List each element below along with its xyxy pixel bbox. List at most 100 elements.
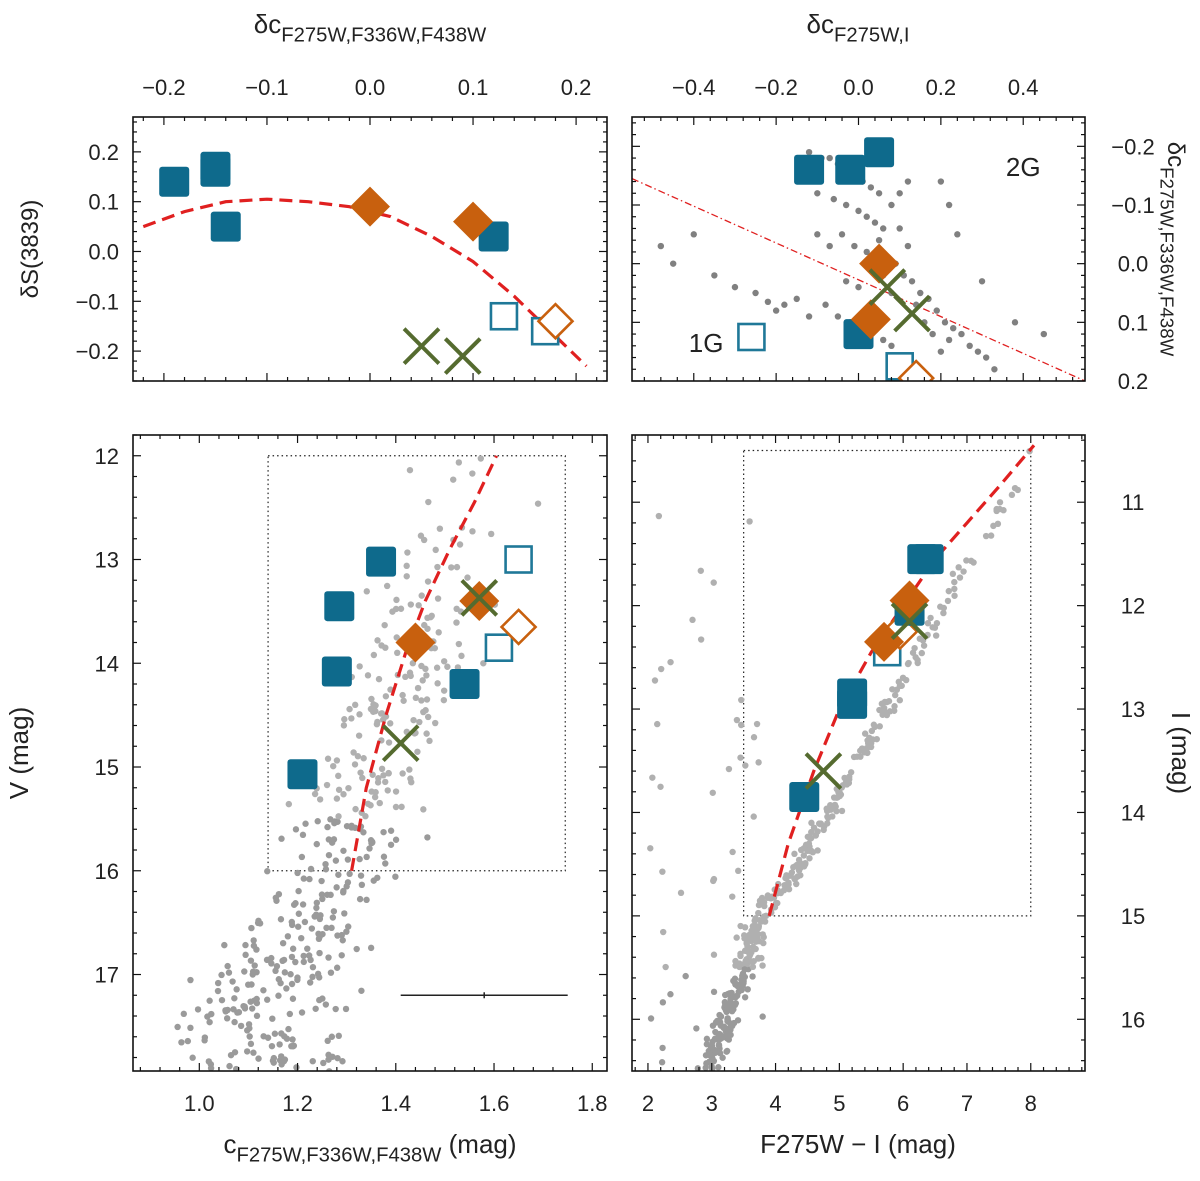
star-dot <box>324 823 331 831</box>
plot-frame <box>631 434 1086 1072</box>
x-tick-label: 0.0 <box>355 75 386 100</box>
star-dot <box>359 774 366 782</box>
star-dot <box>380 853 388 860</box>
star-dot <box>741 966 748 973</box>
star-dot <box>298 1009 306 1016</box>
star-dot <box>746 952 753 959</box>
star-dot <box>240 1002 247 1010</box>
star-dot <box>406 766 413 773</box>
star-dot <box>214 987 222 995</box>
filled-square-marker <box>159 166 190 197</box>
star-dot <box>295 887 302 895</box>
star-dot <box>275 976 283 983</box>
star-dot <box>764 892 772 899</box>
x-tick-label: 1.8 <box>577 1091 608 1116</box>
star-dot <box>335 772 342 780</box>
star-dot <box>400 697 407 704</box>
star-dot <box>469 470 476 477</box>
star-dot <box>324 891 331 898</box>
star-dot <box>723 1008 730 1016</box>
star-dot <box>206 1018 213 1026</box>
star-dot <box>264 996 271 1003</box>
star-dot <box>760 913 768 920</box>
star-dot <box>749 973 756 980</box>
star-dot <box>381 621 388 629</box>
star-dot <box>370 701 377 708</box>
star-dot <box>738 696 745 704</box>
star-dot <box>750 957 758 965</box>
star-dot <box>871 219 879 226</box>
star-dot <box>351 701 359 709</box>
star-dot <box>721 998 729 1006</box>
star-dot <box>406 669 414 676</box>
star-dot <box>187 976 194 984</box>
star-dot <box>880 225 887 232</box>
star-dot <box>893 686 901 693</box>
star-dot <box>393 596 400 604</box>
x-axis-title-top-sub: F275W,F336W,F438W <box>281 24 487 46</box>
star-dot <box>339 1058 346 1065</box>
filled-diamond-marker <box>453 201 494 242</box>
star-dot <box>231 1018 238 1026</box>
star-dot <box>873 735 880 743</box>
star-dot <box>649 774 656 781</box>
star-dot <box>807 848 815 855</box>
x-tick-label: 2 <box>642 1091 654 1116</box>
star-dot <box>344 856 352 863</box>
star-dot <box>937 603 944 610</box>
star-dot <box>697 636 705 643</box>
star-dot <box>278 1061 285 1068</box>
star-dot <box>214 979 222 987</box>
star-dot <box>759 931 766 938</box>
star-dot <box>904 242 912 250</box>
star-dot <box>414 748 421 755</box>
star-dot <box>380 828 387 836</box>
star-dot <box>647 1015 655 1022</box>
star-dot <box>385 770 392 777</box>
star-dot <box>689 616 696 624</box>
star-dot <box>806 855 813 862</box>
star-dot <box>278 1030 285 1037</box>
star-dot <box>875 190 883 197</box>
star-dot <box>945 587 952 595</box>
star-dot <box>682 972 689 980</box>
star-dot <box>275 890 283 898</box>
star-dot <box>659 868 666 875</box>
star-dot <box>241 968 248 975</box>
star-dot <box>990 522 997 530</box>
star-dot <box>387 720 394 727</box>
star-dot <box>842 278 850 285</box>
star-dot <box>647 845 654 852</box>
x-tick-label: 8 <box>1025 1091 1037 1116</box>
star-dot <box>748 929 756 936</box>
star-dot <box>285 1025 292 1033</box>
open-square-marker <box>737 322 766 352</box>
star-dot <box>289 1036 296 1043</box>
star-dot <box>707 1051 714 1058</box>
star-dot <box>734 1017 742 1024</box>
star-dot <box>285 800 293 808</box>
star-dot <box>253 999 261 1007</box>
star-dot <box>927 614 934 622</box>
star-dot <box>374 718 381 726</box>
star-dot <box>392 836 400 843</box>
star-dot <box>733 716 741 724</box>
star-dot <box>941 319 949 326</box>
star-dot <box>432 719 439 727</box>
star-dot <box>932 632 940 639</box>
star-dot <box>920 642 928 649</box>
star-dot <box>340 887 347 895</box>
star-dot <box>715 1041 723 1048</box>
star-dot <box>328 924 335 932</box>
x-tick-label: 4 <box>769 1091 781 1116</box>
star-dot <box>378 710 386 717</box>
star-dot <box>731 1001 739 1009</box>
star-dot <box>731 283 739 291</box>
star-dot <box>387 841 395 848</box>
star-dot <box>951 585 958 593</box>
star-dot <box>737 754 744 761</box>
star-dot <box>659 928 667 936</box>
star-dot <box>226 1062 233 1070</box>
star-dot <box>235 1008 243 1016</box>
star-dot <box>376 799 383 807</box>
